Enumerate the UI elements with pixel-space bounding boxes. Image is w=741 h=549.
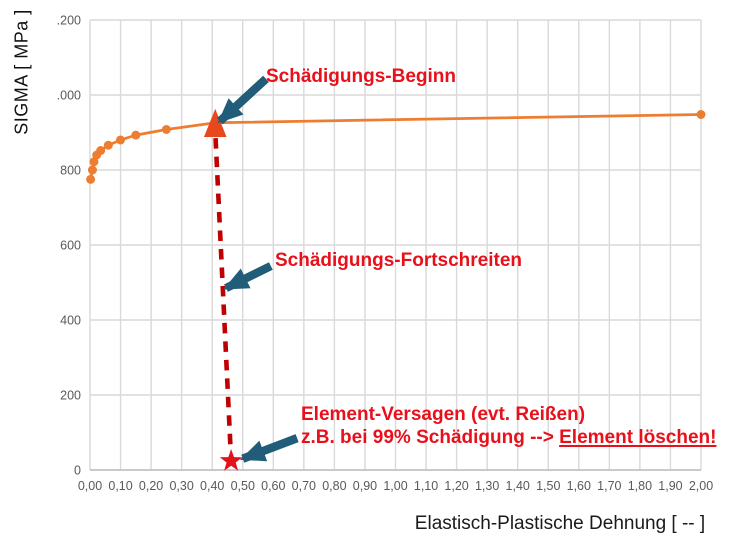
svg-text:0,60: 0,60 (261, 479, 285, 493)
svg-text:1,60: 1,60 (567, 479, 591, 493)
svg-text:1,90: 1,90 (658, 479, 682, 493)
damage-begin-triangle (203, 108, 227, 137)
svg-text:0,50: 0,50 (231, 479, 255, 493)
annotation-element-failure-line1: Element-Versagen (evt. Reißen) (301, 404, 586, 425)
callout-arrows (216, 75, 299, 463)
svg-text:600: 600 (60, 239, 81, 253)
svg-text:1,00: 1,00 (383, 479, 407, 493)
svg-text:1,50: 1,50 (536, 479, 560, 493)
svg-text:0,80: 0,80 (322, 479, 346, 493)
svg-text:1,30: 1,30 (475, 479, 499, 493)
svg-text:800: 800 (60, 164, 81, 178)
x-tick-labels: 0,00 0,10 0,20 0,30 0,40 0,50 0,60 0,70 0,80 0,90… (78, 479, 713, 493)
gridlines-horizontal (90, 19, 701, 471)
element-failure-star (219, 449, 243, 471)
svg-text:0,30: 0,30 (169, 479, 193, 493)
svg-text:0,20: 0,20 (139, 479, 163, 493)
svg-text:1,40: 1,40 (506, 479, 530, 493)
svg-text:200: 200 (60, 389, 81, 403)
svg-text:0,00: 0,00 (78, 479, 102, 493)
svg-text:0: 0 (74, 464, 81, 478)
svg-text:1,20: 1,20 (444, 479, 468, 493)
svg-text:0,40: 0,40 (200, 479, 224, 493)
svg-text:.000: .000 (57, 89, 81, 103)
svg-text:.200: .200 (57, 14, 81, 28)
svg-text:1,80: 1,80 (628, 479, 652, 493)
svg-text:1,70: 1,70 (597, 479, 621, 493)
annotation-element-failure-line2-prefix: z.B. bei 99% Schädigung --> (301, 427, 560, 448)
svg-text:0,10: 0,10 (108, 479, 132, 493)
annotation-damage-progress: Schädigungs-Fortschreiten (275, 250, 523, 271)
y-tick-labels: .200 .000 800 600 400 200 0 (57, 14, 81, 478)
svg-text:2,00: 2,00 (689, 479, 713, 493)
damage-dashed-line (213, 138, 233, 449)
svg-text:0,90: 0,90 (353, 479, 377, 493)
y-axis-title: SIGMA [ MPa ] (11, 9, 32, 135)
annotation-element-failure-line2: z.B. bei 99% Schädigung --> Element lösc… (301, 426, 716, 449)
svg-text:400: 400 (60, 314, 81, 328)
svg-text:0,70: 0,70 (292, 479, 316, 493)
svg-text:1,10: 1,10 (414, 479, 438, 493)
x-axis-title: Elastisch-Plastische Dehnung [ -- ] (414, 513, 706, 534)
element-loeschen-underlined: Element löschen! (559, 427, 717, 448)
annotation-damage-begin: Schädigungs-Beginn (266, 66, 456, 87)
annotation-element-failure: Element-Versagen (evt. Reißen) z.B. bei … (301, 403, 716, 449)
